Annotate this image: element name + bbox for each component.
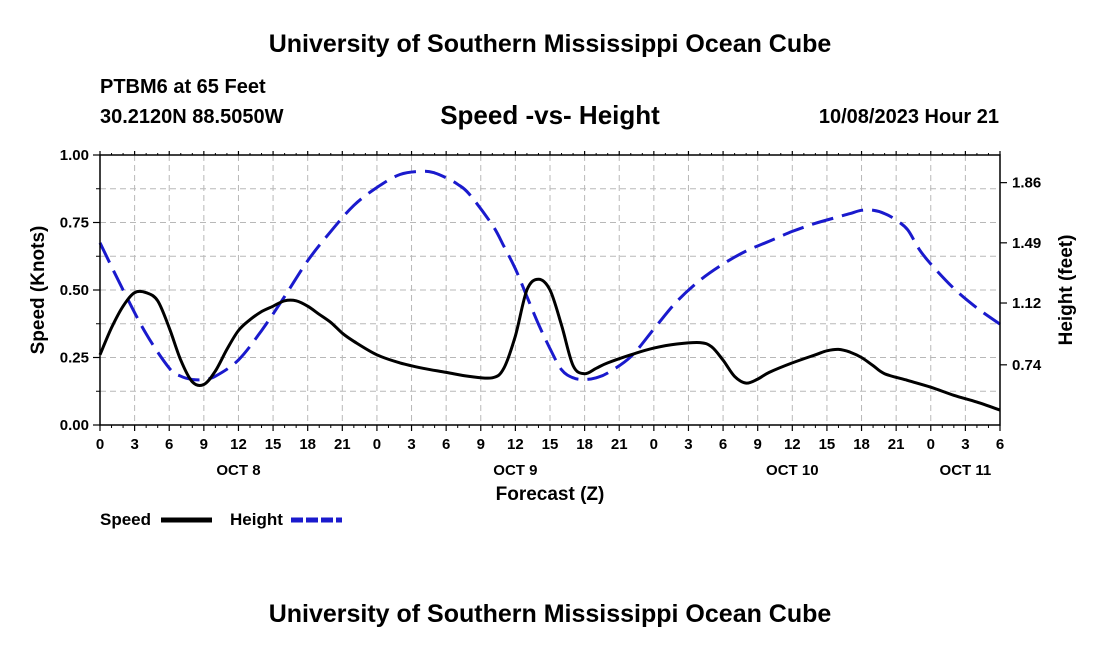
y2-axis-label: Height (feet) (1056, 235, 1077, 346)
legend-label-speed: Speed (100, 510, 151, 529)
x-tick-label: 9 (754, 436, 762, 453)
x-tick-label: 6 (442, 436, 450, 453)
x-tick-label: 12 (230, 436, 247, 453)
station-coordinates: 30.2120N 88.5050W (100, 106, 284, 128)
x-tick-label: 3 (407, 436, 415, 453)
x-tick-label: 21 (611, 436, 628, 453)
date-label: OCT 10 (766, 462, 819, 479)
y-tick-label: 0.50 (60, 282, 89, 299)
y-tick-label: 1.00 (60, 147, 89, 164)
x-tick-label: 3 (130, 436, 138, 453)
x-tick-label: 18 (576, 436, 593, 453)
x-tick-label: 21 (334, 436, 351, 453)
series-lines (98, 169, 1001, 412)
y2-tick-label: 0.74 (1012, 357, 1042, 374)
legend-label-height: Height (230, 510, 283, 529)
x-tick-label: 9 (200, 436, 208, 453)
x-tick-label: 12 (784, 436, 801, 453)
date-label: OCT 11 (940, 462, 992, 479)
y2-tick-label: 1.12 (1012, 295, 1041, 312)
x-tick-label: 6 (165, 436, 173, 453)
x-tick-label: 0 (650, 436, 658, 453)
date-label: OCT 8 (216, 462, 260, 479)
date-label: OCT 9 (493, 462, 537, 479)
x-tick-label: 3 (961, 436, 969, 453)
y-axis-label: Speed (Knots) (28, 226, 49, 355)
y2-tick-label: 1.86 (1012, 175, 1041, 192)
forecast-datetime: 10/08/2023 Hour 21 (818, 106, 999, 128)
y-tick-label: 0.00 (60, 417, 89, 434)
footer-title: University of Southern Mississippi Ocean… (268, 600, 832, 628)
y-tick-label: 0.75 (60, 215, 89, 232)
grid (100, 155, 1000, 425)
x-tick-label: 0 (96, 436, 104, 453)
legend: Speed Height (100, 510, 342, 529)
x-tick-label: 21 (888, 436, 905, 453)
x-tick-label: 18 (299, 436, 316, 453)
axis-ticks: 0 3 6 9 12 15 18 21 0 3 6 9 12 15 18 21 0 3 6 9 12 15 18 21 0 3 6O… (60, 147, 1042, 479)
x-tick-label: 9 (477, 436, 485, 453)
x-tick-label: 3 (684, 436, 692, 453)
x-tick-label: 15 (265, 436, 282, 453)
x-tick-label: 0 (373, 436, 381, 453)
x-tick-label: 12 (507, 436, 524, 453)
page-title: University of Southern Mississippi Ocean… (268, 30, 832, 58)
x-tick-label: 18 (853, 436, 870, 453)
x-tick-label: 6 (996, 436, 1004, 453)
x-tick-label: 6 (719, 436, 727, 453)
series-line-speed (98, 277, 1001, 412)
x-tick-label: 0 (927, 436, 935, 453)
x-tick-label: 15 (542, 436, 559, 453)
x-axis-label: Forecast (Z) (496, 484, 605, 505)
x-tick-label: 15 (819, 436, 836, 453)
series-line-height (98, 169, 1001, 382)
y-tick-label: 0.25 (60, 350, 89, 367)
y2-tick-label: 1.49 (1012, 235, 1041, 252)
station-label: PTBM6 at 65 Feet (100, 76, 266, 98)
chart-title: Speed -vs- Height (440, 100, 660, 130)
